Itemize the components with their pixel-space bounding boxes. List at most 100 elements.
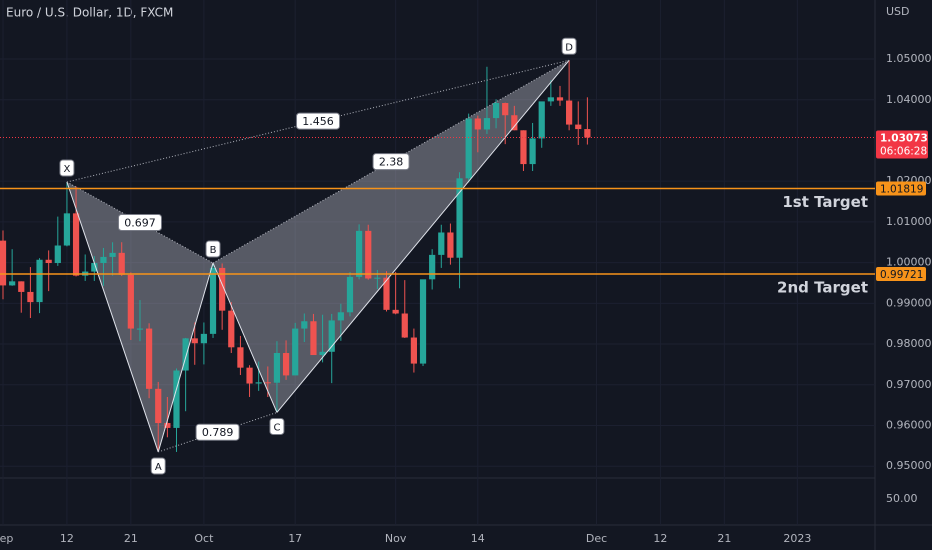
- ratio-label: 2.38: [379, 156, 404, 169]
- target-name: 1st Target: [782, 193, 868, 211]
- candle-body: [383, 277, 390, 310]
- candle-body: [63, 213, 71, 246]
- candle-body: [575, 124, 582, 130]
- point-box: [561, 37, 577, 55]
- candle-body: [310, 321, 317, 356]
- candle-body: [146, 328, 153, 389]
- candle-body: [228, 310, 235, 348]
- y-tick-label: 1.01000: [886, 215, 932, 228]
- x-tick-label: 14: [471, 532, 485, 545]
- price-tag: [876, 266, 926, 281]
- candle-body: [319, 351, 326, 356]
- point-box: [269, 417, 285, 435]
- candle-body: [191, 338, 198, 344]
- candle-body: [72, 213, 80, 276]
- x-tick-label: Oct: [194, 532, 214, 545]
- candle-body: [282, 353, 290, 376]
- x-tick-label: Sep: [0, 532, 13, 545]
- candle-body: [27, 291, 34, 303]
- candle-body: [538, 101, 545, 139]
- x-tick-label: Nov: [385, 532, 407, 545]
- point-box: [150, 457, 166, 475]
- candle-body: [365, 230, 372, 279]
- chart-title: Euro / U.S. Dollar, 1D, FXCM: [6, 6, 173, 20]
- x-tick-label: Dec: [586, 532, 607, 545]
- point-label: B: [210, 245, 217, 256]
- candle-body: [54, 245, 61, 264]
- candle-body: [127, 274, 134, 329]
- pattern-leg: [276, 59, 570, 413]
- candle-body: [155, 388, 162, 424]
- price-tag: [876, 130, 928, 159]
- candle-body: [182, 338, 189, 371]
- candle-body: [438, 232, 445, 255]
- candle-body: [246, 367, 253, 384]
- plot: 1.456 0.697 2.38 0.789 X A B C D: [0, 37, 591, 475]
- x-tick-label: 17: [288, 532, 302, 545]
- pattern-leg: [157, 262, 214, 453]
- candle-body: [9, 281, 16, 286]
- candle-body: [36, 259, 43, 303]
- candle-body: [474, 118, 481, 130]
- point-label: C: [273, 422, 280, 433]
- countdown-label: 06:06:28: [880, 145, 927, 157]
- candle-body: [356, 230, 363, 277]
- candle-body: [109, 252, 116, 257]
- candle-body: [164, 423, 171, 428]
- y-tick-label: 1.05000: [886, 52, 932, 65]
- candle-body: [200, 333, 207, 344]
- x-tick-label: 21: [717, 532, 731, 545]
- point-box: [205, 240, 221, 258]
- candle-body: [328, 320, 335, 352]
- candle-body: [292, 328, 299, 376]
- candle-body: [410, 337, 418, 364]
- point-label: X: [63, 164, 70, 175]
- ratio-label: 0.789: [202, 426, 234, 439]
- ratio-box: [296, 112, 341, 130]
- x-tick-label: 21: [124, 532, 138, 545]
- candle-body: [520, 130, 527, 165]
- candle-body: [237, 347, 244, 368]
- ratio-label: 1.456: [302, 115, 334, 128]
- price-tag: [876, 181, 926, 196]
- candle-body: [209, 267, 217, 334]
- candle-body: [91, 263, 98, 272]
- candle-body: [100, 256, 107, 264]
- candle-body: [264, 382, 271, 384]
- y-tick-label: 0.95000: [886, 459, 932, 472]
- lower-pane-tick-label: 50.00: [886, 492, 918, 505]
- candle-body: [447, 232, 454, 258]
- candle-body: [401, 313, 408, 338]
- candle-body: [556, 97, 564, 101]
- candle-body: [502, 103, 509, 116]
- ratio-box: [372, 153, 410, 171]
- x-tick-label: 12: [653, 532, 667, 545]
- candle-body: [118, 252, 125, 275]
- point-label: D: [565, 42, 573, 53]
- candle-body: [483, 118, 491, 130]
- candle-body: [492, 103, 500, 119]
- point-box: [59, 159, 75, 177]
- ratio-line: [66, 181, 214, 264]
- candle-body: [584, 129, 591, 138]
- pattern-leg: [212, 262, 278, 413]
- candle-body: [301, 321, 308, 329]
- candle-body: [346, 276, 354, 313]
- ratio-box: [195, 423, 240, 441]
- candle-body: [456, 178, 463, 258]
- candle-body: [273, 353, 281, 383]
- candle-body: [511, 115, 518, 131]
- candle-body: [219, 267, 226, 311]
- candle-body: [337, 312, 344, 321]
- candle-body: [173, 370, 180, 428]
- candle-body: [374, 277, 381, 279]
- candle-body: [529, 138, 536, 165]
- target-name: 2nd Target: [777, 278, 868, 296]
- candle-body: [18, 281, 25, 292]
- y-tick-label: 0.98000: [886, 337, 932, 350]
- y-tick-label: 1.04000: [886, 93, 932, 106]
- candle-body: [255, 382, 262, 384]
- y-tick-label: 0.99000: [886, 296, 932, 309]
- y-tick-label: 0.96000: [886, 418, 932, 431]
